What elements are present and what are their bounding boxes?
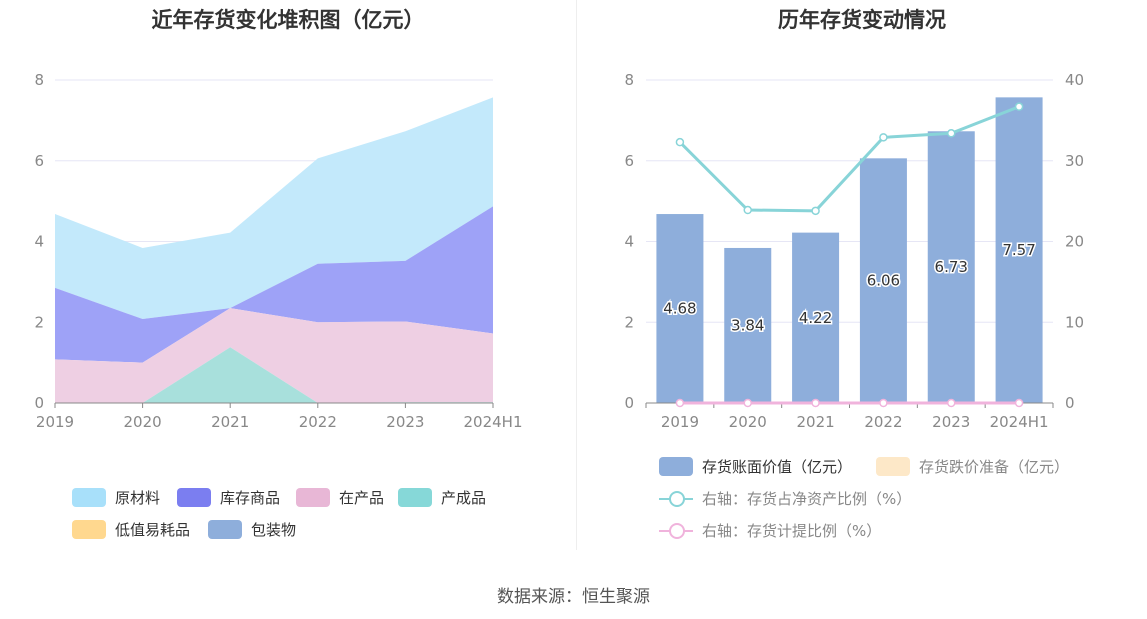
y-right-tick-label: 40 [1065, 71, 1084, 89]
line-point [675, 137, 685, 147]
right-legend: 存货账面价值（亿元） 存货跌价准备（亿元） 右轴：存货占净资产比例（%） 右轴：存货计… [577, 0, 1147, 550]
bar-value-label: 6.06 [867, 272, 900, 290]
bar [995, 97, 1043, 403]
y-left-tick-label: 0 [624, 394, 634, 412]
bar [859, 158, 907, 403]
line-series [678, 105, 1020, 213]
x-tick-label: 2022 [864, 413, 902, 431]
stacked-area-chart: 0 2 4 6 8 2019 2020 2021 2022 2023 2024H1 [34, 71, 523, 431]
area-库存商品 [55, 206, 493, 363]
area-在产品 [55, 308, 493, 403]
y-right-tick-label: 30 [1065, 152, 1084, 170]
legend-item[interactable]: 右轴：存货计提比例（%） [659, 520, 881, 541]
legend-item[interactable]: 库存商品 [177, 487, 280, 508]
legend-swatch [208, 520, 242, 539]
x-tick-label: 2023 [932, 413, 970, 431]
area-原材料 [55, 97, 493, 320]
line-point [811, 398, 820, 408]
line-point [879, 398, 888, 408]
y-left-tick-label: 6 [624, 152, 634, 170]
legend-label: 右轴：存货计提比例（%） [702, 522, 882, 540]
y-right-tick-label: 20 [1065, 233, 1084, 251]
legend-item[interactable]: 存货跌价准备（亿元） [876, 456, 1069, 477]
x-tick-label: 2020 [729, 413, 767, 431]
line-point [947, 398, 956, 408]
legend-item[interactable]: 低值易耗品 [72, 519, 190, 540]
left-chart-title: 近年存货变化堆积图（亿元） [151, 8, 425, 32]
x-tick-label: 2019 [661, 413, 699, 431]
legend-swatch [398, 488, 432, 507]
line-point [743, 398, 752, 408]
line-point [879, 133, 888, 142]
legend-item[interactable]: 右轴：存货占净资产比例（%） [659, 488, 911, 509]
line-point [811, 206, 820, 216]
legend-label: 右轴：存货占净资产比例（%） [702, 490, 912, 508]
y-tick-label: 2 [34, 313, 44, 331]
legend-label: 低值易耗品 [115, 521, 191, 539]
bar-value-label: 7.57 [1002, 241, 1035, 259]
y-tick-label: 4 [34, 233, 44, 251]
legend-label: 库存商品 [220, 489, 281, 507]
legend-item[interactable]: 存货账面价值（亿元） [659, 456, 852, 477]
y-tick-label: 0 [34, 394, 44, 412]
left-legend: 原材料 库存商品 在产品 产成品低值易耗品 包装物 [0, 0, 576, 550]
inventory-bar-line-chart: 0 2 4 6 8 0 10 20 30 40 4.68 3.84 4.22 6.06 6.73 7.57 20… [624, 71, 1084, 431]
area-产成品 [55, 347, 493, 403]
y-tick-label: 8 [34, 71, 44, 89]
x-tick-label: 2019 [36, 413, 74, 431]
bar-value-label: 4.68 [663, 300, 696, 318]
legend-swatch [659, 489, 693, 508]
bar-value-label: 3.84 [731, 316, 764, 334]
y-tick-label: 6 [34, 152, 44, 170]
line-point [675, 398, 685, 408]
legend-item[interactable]: 产成品 [398, 487, 486, 508]
legend-swatch [876, 457, 910, 476]
legend-label: 在产品 [339, 489, 385, 507]
legend-item[interactable]: 原材料 [72, 487, 160, 508]
bar [656, 214, 704, 403]
line-point [1014, 102, 1024, 111]
legend-swatch [72, 488, 106, 507]
line-point [1014, 398, 1024, 408]
panel-divider [576, 0, 577, 550]
inventory-bar-chart-panel: 历年存货变动情况 0 2 4 6 8 0 10 20 30 40 4.68 3.84 4.22 6.06 6… [577, 0, 1147, 550]
line-point [947, 129, 956, 138]
bar [792, 232, 840, 403]
legend-swatch [72, 520, 106, 539]
legend-label: 存货跌价准备（亿元） [919, 458, 1070, 476]
x-tick-label: 2021 [211, 413, 249, 431]
legend-swatch [659, 521, 693, 540]
legend-item[interactable]: 包装物 [208, 519, 296, 540]
bar-value-label: 4.22 [799, 309, 832, 327]
bar [724, 247, 772, 403]
x-tick-label: 2023 [386, 413, 424, 431]
y-right-tick-label: 10 [1065, 313, 1084, 331]
legend-label: 产成品 [441, 489, 487, 507]
bar-value-label: 6.73 [935, 258, 968, 276]
y-left-tick-label: 8 [624, 71, 634, 89]
data-source-footer: 数据来源：恒生聚源 [497, 587, 650, 607]
legend-label: 包装物 [251, 521, 297, 539]
y-left-tick-label: 2 [624, 313, 634, 331]
legend-item[interactable]: 在产品 [296, 487, 384, 508]
right-chart-title: 历年存货变动情况 [778, 8, 946, 32]
y-left-tick-label: 4 [624, 233, 634, 251]
legend-label: 原材料 [115, 489, 161, 507]
x-tick-label: 2024H1 [990, 413, 1049, 431]
x-tick-label: 2024H1 [464, 413, 523, 431]
legend-swatch [296, 488, 330, 507]
x-tick-label: 2021 [796, 413, 834, 431]
legend-swatch [659, 457, 693, 476]
legend-swatch [177, 488, 211, 507]
x-tick-label: 2020 [124, 413, 162, 431]
bar [927, 131, 975, 403]
stacked-area-chart-panel: 近年存货变化堆积图（亿元） 0 2 4 6 8 2019 2020 2021 2022 2023 2… [0, 0, 576, 550]
legend-label: 存货账面价值（亿元） [702, 458, 853, 476]
y-right-tick-label: 0 [1065, 394, 1075, 412]
x-tick-label: 2022 [299, 413, 337, 431]
line-point [743, 205, 752, 215]
